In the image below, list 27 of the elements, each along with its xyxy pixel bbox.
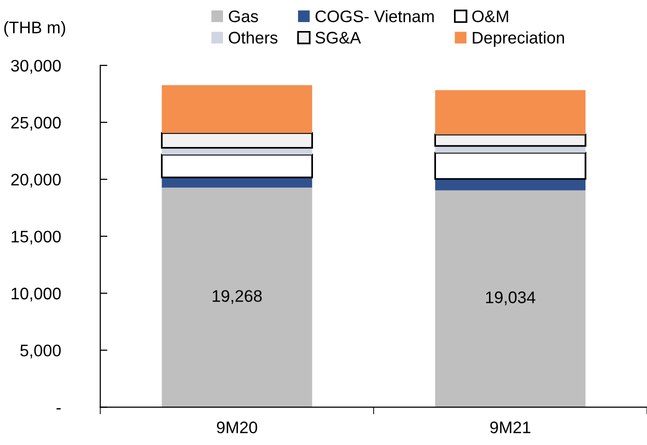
legend-label: O&M: [472, 10, 508, 22]
bar: [434, 152, 586, 180]
bar: [435, 90, 586, 135]
bar: [434, 134, 586, 147]
y-tick-label: 25,000: [11, 116, 61, 131]
x-tick-label: 9M21: [490, 422, 530, 434]
y-tick-label: 15,000: [12, 230, 61, 244]
y-tick-label: 20,000: [11, 174, 61, 188]
bar: [435, 178, 586, 190]
legend-label: COGS- Vietnam: [316, 10, 434, 22]
bar: [162, 188, 312, 408]
data-label: 19,034: [486, 291, 536, 306]
bar: [160, 154, 313, 178]
data-label: 19,268: [212, 290, 262, 304]
legend-label: SG&A: [315, 32, 361, 44]
y-tick-label: -: [56, 408, 61, 410]
legend-label: Others: [228, 31, 278, 44]
x-tick-label: 9M20: [216, 422, 258, 434]
y-tick-label: 30,000: [11, 60, 61, 74]
y-axis-title: (THB m): [4, 21, 66, 37]
y-tick-label: 10,000: [12, 288, 61, 302]
legend-label: Depreciation: [472, 31, 564, 47]
bar: [160, 132, 313, 149]
legend-label: Gas: [228, 10, 258, 22]
bar: [162, 85, 312, 133]
y-tick-label: 5,000: [20, 344, 61, 358]
bar: [435, 190, 586, 408]
